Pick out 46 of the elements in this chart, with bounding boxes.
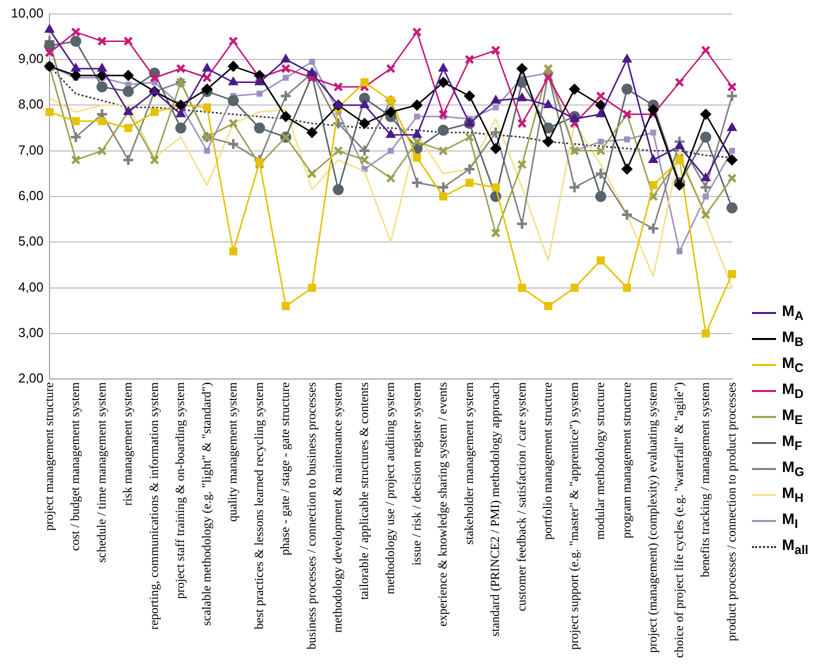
legend-label: M$_{G}$ — [782, 459, 804, 479]
y-tick-label: 10,00 — [10, 5, 44, 20]
x-tick-label: business processes / connection to business processes — [304, 382, 318, 650]
x-tick-label: project staff training & on-boarding system — [173, 382, 188, 599]
x-tick-label: quality management system — [226, 382, 240, 522]
x-tick-label: risk management system — [120, 382, 135, 506]
x-tick-label: cost / budget management system — [68, 382, 82, 551]
x-tick-label: issue / risk / decision register system — [409, 382, 424, 566]
legend-label: M$_{all}$ — [782, 537, 808, 557]
legend-label: M$_{E}$ — [782, 407, 803, 427]
legend-label: M$_{A}$ — [782, 303, 804, 323]
x-tick-label: customer feedback / satisfaction / care system — [514, 382, 528, 612]
x-tick-label: scalable methodology (e.g. "light" & "standard") — [199, 382, 214, 626]
x-tick-label: methodology use / project auditing system — [383, 382, 398, 594]
x-tick-label: project (management) (complexity) evaluating system — [646, 382, 660, 653]
legend-label: M$_{B}$ — [782, 329, 804, 349]
y-tick-label: 2,00 — [18, 370, 44, 386]
y-tick-label: 4,00 — [18, 279, 44, 294]
x-tick-label: benefits tracking / management system — [698, 382, 712, 578]
y-tick-label: 3,00 — [18, 325, 44, 340]
x-tick-label: phase - gate / stage - gate structure — [278, 382, 292, 556]
x-tick-label: modular methodology structure — [593, 382, 608, 540]
legend-label: M$_{D}$ — [782, 381, 804, 401]
x-tick-label: project management structure — [42, 382, 56, 531]
x-tick-label: schedule / time management system — [94, 382, 108, 563]
x-tick-label: standard (PRINCE2 / PMI) methodology approach — [488, 381, 502, 637]
y-tick-label: 6,00 — [18, 188, 44, 204]
x-tick-label: program management structure — [619, 382, 634, 538]
y-tick-label: 7,00 — [18, 142, 44, 158]
legend-label: M$_{F}$ — [782, 433, 802, 453]
x-tick-label: best practices & lessons learned recycling system — [252, 382, 266, 630]
x-tick-label: reporting, communications & information system — [146, 382, 161, 630]
legend-label: M$_{H}$ — [782, 485, 804, 505]
legend-label: M$_{C}$ — [782, 355, 804, 375]
x-tick-label: choice of project life cycles (e.g. "waterfall" & "agile") — [672, 382, 686, 658]
y-tick-label: 5,00 — [18, 234, 44, 249]
x-tick-label: portfolio management structure — [540, 382, 555, 540]
x-tick-label: stakeholder management system — [462, 382, 476, 545]
x-tick-label: methodology development & maintenance system — [330, 382, 345, 633]
x-tick-label: tailorable / applicable structures & contents — [356, 382, 371, 600]
legend-label: M$_{I}$ — [782, 511, 798, 531]
y-tick-label: 9,00 — [18, 51, 44, 66]
y-tick-label: 8,00 — [18, 96, 44, 112]
x-tick-label: product processes / connection to product processes — [724, 382, 738, 642]
x-tick-label: experience & knowledge sharing system / events — [436, 382, 450, 627]
x-tick-label: project support (e.g. "master" & "apprentice") system — [566, 382, 581, 650]
